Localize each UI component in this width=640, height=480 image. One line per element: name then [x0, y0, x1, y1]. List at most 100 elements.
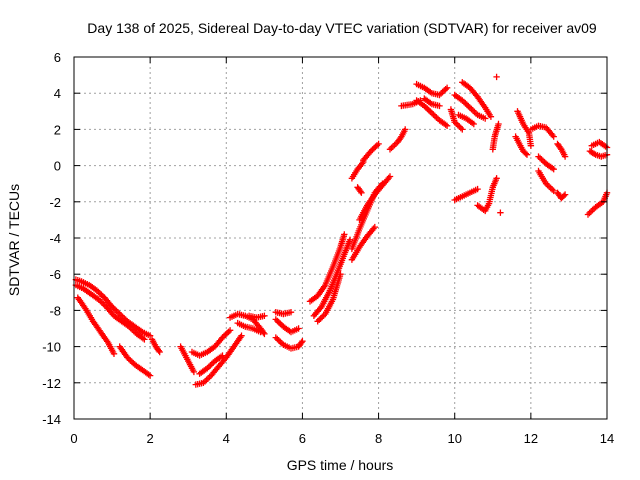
- series-track-42: [535, 153, 557, 173]
- y-tick-label: 2: [54, 122, 61, 137]
- y-tick-label: 6: [54, 50, 61, 65]
- series-track-30: [451, 91, 489, 122]
- series-track-24: [360, 140, 382, 164]
- data-point: [482, 115, 489, 122]
- series-track-12: [245, 312, 268, 321]
- series-track-5: [148, 336, 163, 356]
- series-track-48: [584, 189, 611, 218]
- data-point: [295, 325, 302, 332]
- y-tick-label: 0: [54, 159, 61, 174]
- data-point: [561, 153, 569, 160]
- series-track-22: [354, 184, 365, 196]
- series-track-14: [272, 334, 306, 352]
- data-point: [358, 189, 365, 196]
- series-track-6: [177, 343, 198, 376]
- y-tick-label: -8: [49, 303, 61, 318]
- data-point: [341, 231, 348, 238]
- y-tick-label: -14: [42, 412, 61, 427]
- series-track-38: [497, 209, 504, 216]
- chart-title: Day 138 of 2025, Sidereal Day-to-day VTE…: [87, 20, 597, 36]
- series-track-33: [447, 106, 466, 133]
- x-tick-label: 0: [70, 431, 77, 446]
- data-point: [459, 126, 466, 133]
- series-track-36: [489, 120, 502, 153]
- series-track-7: [188, 327, 234, 359]
- y-tick-label: -6: [49, 267, 61, 282]
- data-point: [487, 113, 495, 120]
- grid-layer: [74, 57, 607, 419]
- series-track-23: [348, 158, 367, 182]
- data-point: [386, 173, 394, 180]
- x-tick-label: 4: [223, 431, 230, 446]
- data-point: [560, 192, 568, 199]
- data-point: [141, 336, 148, 343]
- data-point: [493, 175, 500, 182]
- data-point: [226, 327, 234, 334]
- x-tick-label: 8: [375, 431, 382, 446]
- series-track-37: [493, 73, 500, 81]
- series-track-1: [72, 276, 154, 339]
- data-point: [522, 150, 529, 157]
- data-point: [156, 348, 163, 356]
- data-point: [146, 332, 154, 339]
- data-layer: [72, 73, 611, 388]
- x-tick-label: 14: [600, 431, 614, 446]
- series-track-21: [356, 173, 394, 224]
- y-tick-label: -12: [42, 376, 61, 391]
- data-point: [561, 191, 569, 198]
- data-point: [110, 350, 118, 357]
- x-axis-label: GPS time / hours: [287, 457, 394, 473]
- series-track-27: [413, 80, 451, 99]
- data-point: [146, 372, 154, 379]
- series-track-13: [272, 316, 302, 336]
- data-point: [591, 150, 598, 157]
- data-point: [474, 185, 481, 193]
- data-point: [337, 271, 344, 278]
- data-point: [550, 187, 557, 195]
- x-tick-label: 2: [147, 431, 154, 446]
- series-track-15: [272, 309, 295, 318]
- data-point: [550, 133, 557, 140]
- series-track-4: [116, 343, 154, 379]
- data-point: [346, 236, 354, 243]
- data-point: [257, 328, 264, 336]
- y-axis-label: SDTVAR / TECUs: [6, 184, 22, 296]
- tick-layer: 0 2 4 6 8 10 12 14 -14 -12 -10 -8 -6 -4 -2 0 2 4 6: [42, 50, 614, 446]
- data-point: [261, 312, 268, 319]
- data-point: [371, 223, 378, 231]
- data-point: [523, 151, 531, 158]
- data-point: [155, 347, 162, 354]
- series-track-45: [554, 189, 569, 202]
- series-track-43: [527, 122, 557, 140]
- series-track-41: [535, 167, 557, 195]
- data-point: [375, 140, 382, 148]
- data-point: [527, 142, 535, 149]
- x-tick-label: 6: [299, 431, 306, 446]
- series-track-11: [234, 319, 264, 336]
- y-tick-label: -4: [49, 231, 61, 246]
- y-tick-label: 4: [54, 86, 61, 101]
- series-track-32: [455, 111, 477, 128]
- data-point: [493, 73, 500, 81]
- data-point: [443, 84, 451, 91]
- series-track-31: [459, 79, 495, 120]
- data-point: [219, 352, 226, 359]
- series-track-44: [554, 140, 569, 160]
- data-point: [287, 309, 295, 316]
- data-point: [550, 166, 557, 173]
- data-point: [238, 332, 245, 339]
- series-track-35: [474, 175, 500, 215]
- data-point: [443, 122, 451, 129]
- series-track-3: [74, 294, 118, 357]
- data-point: [359, 160, 366, 167]
- series-track-40: [514, 108, 535, 149]
- series-track-2: [72, 281, 148, 343]
- data-point: [402, 126, 409, 133]
- y-tick-label: -10: [42, 340, 61, 355]
- series-track-8: [192, 332, 245, 388]
- data-point: [470, 120, 477, 128]
- series-track-9: [196, 352, 226, 377]
